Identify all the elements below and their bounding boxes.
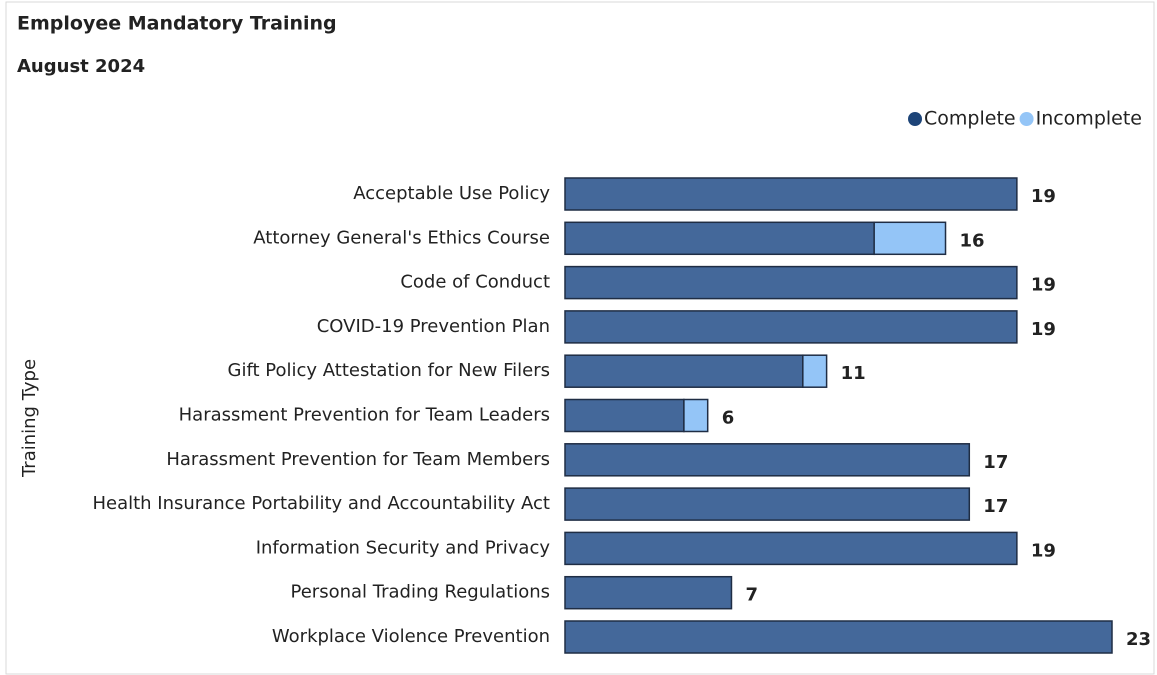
data-label: 19 <box>1031 319 1056 340</box>
legend-label: Incomplete <box>1036 108 1142 130</box>
bar-segment <box>564 487 971 521</box>
data-label: 19 <box>1031 186 1056 207</box>
chart-subtitle: August 2024 <box>17 56 145 77</box>
data-label: 17 <box>983 496 1008 517</box>
bar-segment <box>683 398 709 433</box>
y-tick-label: Attorney General's Ethics Course <box>253 227 550 248</box>
data-label: 16 <box>960 230 985 251</box>
legend-swatch <box>1019 112 1034 126</box>
y-tick-label: Information Security and Privacy <box>256 537 551 558</box>
data-label: 19 <box>1031 540 1056 561</box>
y-axis-label: Training Type <box>19 359 40 478</box>
data-label: 19 <box>1031 275 1056 296</box>
data-label: 23 <box>1126 629 1151 650</box>
bar-segment <box>564 443 971 477</box>
y-tick-label: COVID-19 Prevention Plan <box>317 316 550 337</box>
y-tick-label: Harassment Prevention for Team Leaders <box>179 405 550 426</box>
bar-segment <box>564 354 804 388</box>
y-tick-label: Code of Conduct <box>400 272 550 293</box>
bar-segment <box>564 531 1018 566</box>
y-tick-label: Personal Trading Regulations <box>291 582 551 603</box>
y-tick-label: Acceptable Use Policy <box>353 183 550 204</box>
legend-swatch <box>908 112 923 126</box>
legend-label: Complete <box>924 108 1016 130</box>
bar-segment <box>564 177 1018 211</box>
bar-segment <box>564 265 1018 300</box>
bar-segment <box>564 221 875 256</box>
bar-segment <box>873 221 947 256</box>
bar-segment <box>564 620 1113 654</box>
data-label: 11 <box>841 363 866 384</box>
data-label: 17 <box>983 452 1008 473</box>
data-label: 6 <box>722 408 735 429</box>
bar-segment <box>564 398 685 433</box>
y-tick-label: Health Insurance Portability and Account… <box>92 493 550 514</box>
data-label: 7 <box>745 585 758 606</box>
bar-segment <box>564 575 733 610</box>
bar-segment <box>564 310 1018 344</box>
y-tick-label: Workplace Violence Prevention <box>272 626 550 647</box>
chart-title: Employee Mandatory Training <box>17 13 337 35</box>
y-tick-label: Gift Policy Attestation for New Filers <box>228 360 550 381</box>
bar-segment <box>802 354 828 388</box>
y-tick-label: Harassment Prevention for Team Members <box>166 449 550 470</box>
